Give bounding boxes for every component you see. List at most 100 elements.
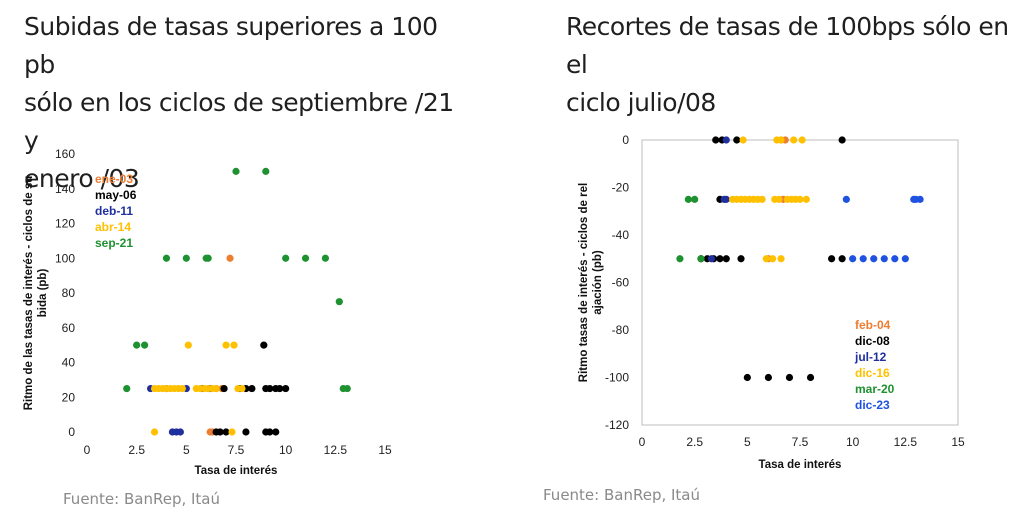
data-point-dic-23 [849,255,857,263]
data-point-sep-21 [162,254,171,262]
y-tick-label: -40 [612,228,630,242]
data-point-may-06 [266,428,274,436]
right-chart-panel: Recortes de tasas de 100bps sólo en el c… [512,0,1024,515]
data-point-dic-16 [796,195,804,203]
data-point-abr-14 [222,341,230,349]
legend-entry: may-06 [95,188,137,202]
data-point-jul-12 [720,195,728,203]
data-point-dic-08 [764,373,772,382]
data-point-sep-21 [335,298,343,306]
x-tick-label: 0 [84,443,91,457]
x-tick-label: 7.5 [792,435,809,449]
data-point-ene-03 [226,254,234,262]
data-point-may-06 [272,428,280,436]
data-point-dic-08 [838,255,846,263]
y-tick-label: -100 [605,371,629,385]
data-point-dic-16 [802,195,810,203]
data-point-sep-21 [262,167,270,175]
y-tick-label: -60 [612,276,630,290]
data-point-may-06 [282,384,290,393]
x-tick-label: 2.5 [686,435,703,449]
data-point-dic-16 [777,136,785,144]
data-point-dic-16 [769,255,777,263]
data-point-dic-16 [739,136,747,144]
data-point-dic-16 [790,136,798,144]
data-point-may-06 [216,428,224,436]
data-point-dic-08 [806,373,815,382]
data-point-abr-14 [230,341,238,349]
data-point-mar-20 [697,255,705,263]
legend-entry: jul-12 [854,350,887,364]
data-point-dic-23 [870,255,878,263]
data-point-dic-23 [910,195,918,203]
y-axis-title: Ritmo de las tasas de interés - ciclos d… [23,176,49,411]
data-point-dic-23 [891,255,899,263]
y-tick-label: -80 [612,323,630,337]
left-chart-title: Subidas de tasas superiores a 100 pb sól… [24,12,454,193]
x-axis-title: Tasa de interés [759,459,842,471]
data-point-mar-20 [684,195,692,203]
data-point-dic-08 [785,373,794,382]
data-point-sep-21 [343,384,351,393]
data-point-dic-16 [762,255,770,263]
data-point-abr-14 [228,428,236,436]
x-tick-label: 2.5 [128,443,145,457]
data-point-abr-14 [184,341,192,349]
data-point-mar-20 [676,255,684,263]
x-tick-label: 7.5 [228,443,245,457]
data-point-may-06 [242,428,250,436]
right-scatter-chart: 0 2.5 5 7.5 10 12.5 15 0 -20 -40 -60 -80 -100 -120 Tas… [578,133,965,471]
legend-entry: feb-04 [855,318,891,332]
data-point-sep-21 [321,254,329,262]
legend-entry: sep-21 [95,236,133,250]
legend-entry: dic-16 [855,366,890,380]
legend-entry: dic-08 [855,334,890,348]
data-point-dic-23 [880,255,888,263]
data-point-dic-23 [842,195,850,203]
data-point-abr-14 [238,384,246,393]
data-point-dic-08 [743,373,751,382]
data-point-dic-08 [733,136,741,144]
x-tick-label: 15 [951,435,965,449]
data-point-dic-08 [722,255,730,263]
data-point-abr-14 [178,384,186,393]
data-point-abr-14 [212,384,220,393]
y-tick-label: 60 [62,321,76,335]
data-point-dic-16 [777,255,785,263]
x-tick-label: 5 [183,443,190,457]
data-point-may-06 [260,341,268,349]
data-point-may-06 [276,384,284,393]
x-tick-label: 5 [744,435,751,449]
data-point-dic-23 [859,255,867,263]
data-point-dic-08 [716,255,724,263]
x-axis-title: Tasa de interés [195,465,278,477]
data-point-sep-21 [133,341,141,349]
data-point-may-06 [266,384,274,393]
right-chart-title: Recortes de tasas de 100bps sólo en el c… [566,12,1009,117]
y-tick-label: -20 [612,181,630,195]
legend-entry: dic-23 [855,398,890,412]
data-point-dic-23 [901,255,909,263]
data-point-sep-21 [123,384,131,393]
data-point-dic-16 [775,195,783,203]
y-tick-label: 20 [62,390,76,404]
plot-frame [641,139,959,426]
svg-text:Ritmo de las tasas de interés: Ritmo de las tasas de interés - ciclos d… [23,176,49,411]
data-point-sep-21 [141,341,149,349]
legend-entry: deb-11 [95,204,133,218]
data-point-sep-21 [282,254,290,262]
data-point-sep-21 [232,167,240,175]
y-tick-label: 0 [68,425,75,439]
data-point-dic-08 [712,136,720,144]
y-axis-title: Ritmo tasas de interés - ciclos de rel aj… [578,183,604,382]
legend-entry: ene-03 [95,172,133,186]
data-point-sep-21 [301,254,310,262]
right-source-note: Fuente: BanRep, Itaú [543,486,701,504]
data-point-dic-08 [828,255,836,263]
x-tick-label: 12.5 [324,443,348,457]
data-point-may-06 [248,384,256,393]
data-point-dic-08 [737,255,745,263]
x-tick-label: 10 [279,443,293,457]
y-tick-label: 0 [622,133,629,147]
data-point-may-06 [222,428,230,436]
